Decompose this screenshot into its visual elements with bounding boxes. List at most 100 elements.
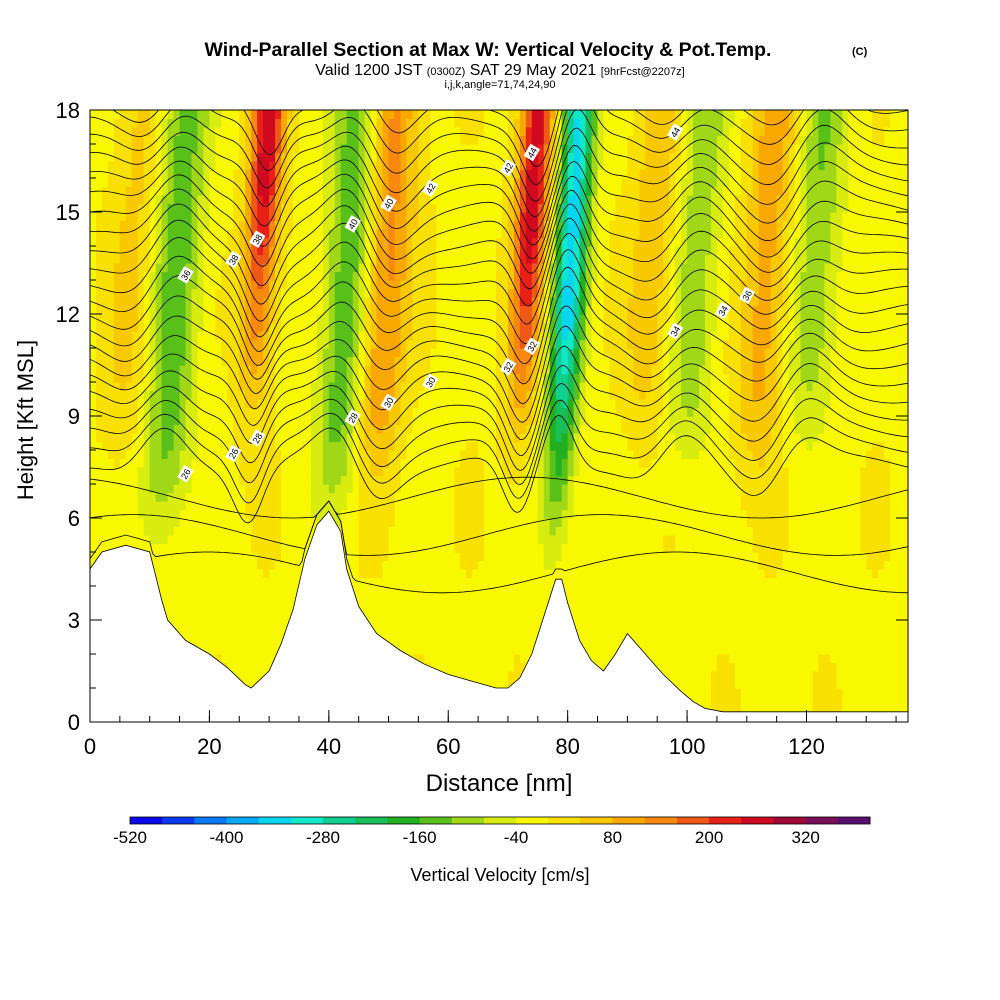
velocity-cell (442, 450, 449, 460)
velocity-cell (388, 263, 396, 273)
velocity-cell (239, 254, 246, 264)
velocity-cell (161, 212, 169, 222)
velocity-cell (490, 603, 497, 613)
velocity-cell (340, 373, 348, 383)
velocity-cell (394, 552, 402, 562)
velocity-cell (346, 135, 354, 145)
velocity-cell (430, 135, 437, 145)
velocity-cell (376, 280, 384, 290)
velocity-cell (376, 339, 384, 349)
velocity-cell (257, 399, 264, 409)
velocity-cell (185, 263, 193, 273)
velocity-cell (478, 577, 485, 587)
velocity-cell (406, 212, 414, 222)
velocity-cell (257, 246, 264, 256)
velocity-cell (490, 645, 497, 655)
velocity-cell (161, 501, 169, 511)
velocity-cell (95, 288, 103, 298)
velocity-cell (173, 560, 181, 570)
velocity-cell (119, 407, 127, 417)
velocity-cell (298, 280, 306, 290)
velocity-cell (197, 501, 205, 511)
velocity-cell (227, 178, 234, 188)
velocity-cell (472, 305, 479, 315)
velocity-cell (316, 365, 324, 375)
velocity-cell (394, 152, 402, 162)
velocity-cell (239, 492, 246, 502)
velocity-cell (304, 458, 312, 468)
velocity-cell (490, 152, 497, 162)
velocity-cell (167, 127, 175, 137)
velocity-cell (113, 297, 121, 307)
velocity-cell (496, 127, 503, 137)
velocity-cell (490, 144, 497, 154)
velocity-cell (179, 492, 187, 502)
velocity-cell (436, 382, 443, 392)
velocity-cell (119, 467, 127, 477)
velocity-cell (107, 271, 115, 281)
velocity-cell (382, 450, 390, 460)
velocity-cell (316, 484, 324, 494)
velocity-cell (442, 331, 449, 341)
velocity-cell (185, 475, 193, 485)
velocity-cell (358, 127, 366, 137)
velocity-cell (245, 492, 252, 502)
velocity-cell (269, 229, 276, 239)
velocity-cell (227, 586, 234, 596)
velocity-cell (490, 560, 497, 570)
velocity-cell (101, 169, 109, 179)
velocity-cell (95, 220, 103, 230)
velocity-cell (221, 475, 228, 485)
velocity-cell (430, 645, 437, 655)
velocity-cell (501, 628, 509, 638)
velocity-cell (424, 535, 431, 545)
velocity-cell (263, 620, 270, 630)
velocity-cell (364, 322, 372, 332)
velocity-cell (185, 407, 193, 417)
velocity-cell (388, 331, 396, 341)
velocity-cell (257, 441, 264, 451)
velocity-cell (358, 484, 366, 494)
velocity-cell (316, 237, 324, 247)
velocity-cell (400, 569, 408, 579)
velocity-cell (448, 433, 455, 443)
velocity-cell (298, 339, 306, 349)
velocity-cell (269, 535, 276, 545)
velocity-cell (191, 594, 199, 604)
velocity-cell (161, 441, 169, 451)
velocity-cell (197, 356, 205, 366)
velocity-cell (143, 203, 151, 213)
velocity-cell (275, 620, 282, 630)
velocity-cell (209, 195, 216, 205)
velocity-cell (478, 254, 485, 264)
velocity-cell (269, 288, 276, 298)
velocity-cell (233, 518, 240, 528)
velocity-cell (167, 356, 175, 366)
velocity-cell (155, 314, 163, 324)
velocity-cell (454, 178, 461, 188)
velocity-cell (191, 186, 199, 196)
velocity-cell (352, 526, 360, 536)
velocity-cell (125, 178, 133, 188)
velocity-cell (316, 271, 324, 281)
velocity-cell (203, 560, 211, 570)
velocity-cell (131, 305, 139, 315)
velocity-cell (442, 254, 449, 264)
velocity-cell (382, 169, 390, 179)
velocity-cell (293, 467, 300, 477)
velocity-cell (394, 637, 402, 647)
velocity-cell (352, 501, 360, 511)
velocity-cell (358, 424, 366, 434)
velocity-cell (322, 178, 330, 188)
velocity-cell (257, 118, 264, 128)
velocity-cell (418, 195, 425, 205)
velocity-cell (143, 169, 151, 179)
velocity-cell (388, 169, 396, 179)
velocity-cell (298, 535, 306, 545)
velocity-cell (179, 416, 187, 426)
velocity-cell (448, 458, 455, 468)
velocity-cell (304, 467, 312, 477)
velocity-cell (484, 441, 491, 451)
velocity-cell (263, 509, 270, 519)
velocity-cell (358, 246, 366, 256)
